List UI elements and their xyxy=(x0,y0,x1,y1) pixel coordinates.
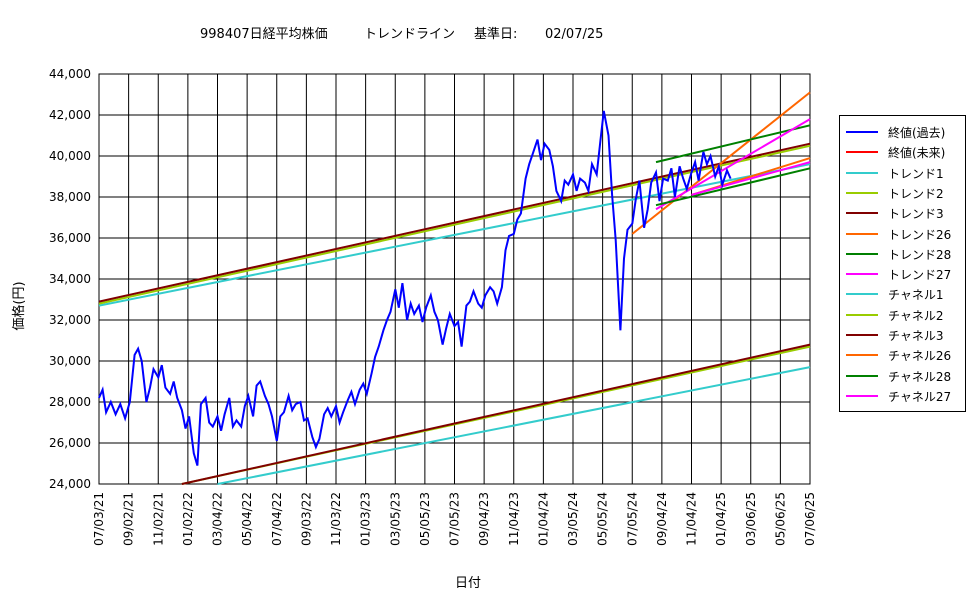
x-tick-label: 11/04/24 xyxy=(685,492,699,546)
y-tick-label: 24,000 xyxy=(49,477,91,491)
y-tick-label: 40,000 xyxy=(49,149,91,163)
series-line xyxy=(655,118,811,211)
x-tick-label: 09/04/23 xyxy=(477,492,491,546)
x-tick-label: 03/05/23 xyxy=(388,492,402,546)
legend-swatch xyxy=(846,334,878,336)
legend-item: トレンド2 xyxy=(846,185,964,203)
series-line xyxy=(631,91,811,235)
series-line xyxy=(181,343,811,485)
legend-swatch xyxy=(846,313,878,316)
legend-item: トレンド3 xyxy=(846,205,964,223)
series-line xyxy=(691,161,811,196)
legend-swatch xyxy=(846,354,878,357)
y-tick-label: 38,000 xyxy=(49,190,91,204)
legend-label: チャネル2 xyxy=(888,308,944,323)
legend-label: チャネル3 xyxy=(888,329,944,343)
legend-swatch xyxy=(846,374,878,377)
x-tick-label: 07/05/24 xyxy=(625,492,639,546)
x-tick-label: 09/02/21 xyxy=(122,492,136,546)
legend: 終値(過去) 終値(未来) トレンド1 トレンド2 トレンド3 トレンド26 トレンド28 ト… xyxy=(839,115,966,412)
legend-item: チャネル27 xyxy=(846,388,964,406)
legend-swatch xyxy=(846,191,878,194)
legend-item: トレンド28 xyxy=(846,246,964,264)
legend-item: チャネル1 xyxy=(846,286,964,304)
y-tick-label: 28,000 xyxy=(49,395,91,409)
legend-item: トレンド1 xyxy=(846,165,964,183)
series-line xyxy=(655,124,811,164)
x-tick-label: 05/05/24 xyxy=(596,492,610,546)
x-tick-label: 01/04/25 xyxy=(714,492,728,546)
x-tick-label: 01/03/23 xyxy=(359,492,373,546)
x-tick-label: 07/06/25 xyxy=(803,492,817,546)
legend-item: チャネル2 xyxy=(846,307,964,325)
legend-label: 終値(過去) xyxy=(888,126,946,140)
y-tick-label: 44,000 xyxy=(49,67,91,81)
legend-label: トレンド1 xyxy=(888,166,944,181)
legend-label: チャネル28 xyxy=(888,369,952,384)
legend-swatch xyxy=(846,252,878,255)
chart-title: 998407日経平均株価 xyxy=(200,27,328,42)
legend-label: トレンド27 xyxy=(888,268,952,283)
x-tick-label: 09/03/22 xyxy=(299,492,313,546)
legend-item: トレンド26 xyxy=(846,226,964,244)
legend-swatch xyxy=(846,131,878,133)
y-tick-label: 34,000 xyxy=(49,272,91,286)
x-tick-label: 05/04/22 xyxy=(240,492,254,546)
legend-swatch xyxy=(846,212,878,215)
y-tick-label: 42,000 xyxy=(49,108,91,122)
legend-item: チャネル26 xyxy=(846,347,964,365)
series-line xyxy=(217,366,811,485)
x-tick-label: 09/04/24 xyxy=(655,492,669,546)
series-line xyxy=(655,167,811,207)
x-tick-label: 01/02/22 xyxy=(181,492,195,546)
basis-date: 02/07/25 xyxy=(545,27,603,42)
x-tick-label: 03/06/25 xyxy=(744,492,758,546)
y-tick-label: 32,000 xyxy=(49,313,91,327)
basis-label: 基準日: xyxy=(474,26,517,42)
legend-swatch xyxy=(846,293,878,296)
legend-label: チャネル1 xyxy=(888,288,944,303)
legend-item: チャネル28 xyxy=(846,368,964,386)
x-tick-label: 11/03/22 xyxy=(329,492,343,546)
legend-label: トレンド2 xyxy=(888,186,944,201)
legend-label: 終値(未来) xyxy=(888,146,946,161)
y-tick-label: 36,000 xyxy=(49,231,91,245)
legend-item: チャネル3 xyxy=(846,327,964,345)
x-tick-label: 01/04/24 xyxy=(536,492,550,546)
legend-swatch xyxy=(846,171,878,174)
x-tick-label: 07/05/23 xyxy=(448,492,462,546)
legend-swatch xyxy=(846,394,878,397)
legend-swatch xyxy=(846,151,878,154)
x-tick-label: 03/04/22 xyxy=(211,492,225,546)
x-tick-label: 11/02/21 xyxy=(151,492,165,546)
chart-subtitle: トレンドライン xyxy=(364,27,455,42)
y-tick-label: 30,000 xyxy=(49,354,91,368)
x-tick-label: 11/04/23 xyxy=(507,492,521,546)
legend-label: トレンド26 xyxy=(888,227,952,242)
x-tick-label: 07/04/22 xyxy=(270,492,284,546)
tick-labels: 24,000 26,000 28,000 30,000 32,000 34,000 36,0… xyxy=(49,67,817,546)
legend-swatch xyxy=(846,232,878,235)
legend-item: トレンド27 xyxy=(846,266,964,284)
y-axis-label: 価格(円) xyxy=(11,281,27,330)
legend-label: チャネル27 xyxy=(888,389,952,404)
legend-swatch xyxy=(846,273,878,276)
legend-item: 終値(未来) xyxy=(846,144,964,162)
price-line xyxy=(98,110,732,466)
x-tick-label: 03/05/24 xyxy=(566,492,580,546)
legend-item: 終値(過去) xyxy=(846,124,964,142)
legend-label: トレンド28 xyxy=(888,247,952,262)
y-tick-label: 26,000 xyxy=(49,436,91,450)
legend-label: チャネル26 xyxy=(888,349,952,364)
series-lines xyxy=(98,91,811,485)
x-axis-label: 日付 xyxy=(455,576,481,591)
x-tick-label: 05/05/23 xyxy=(418,492,432,546)
legend-label: トレンド3 xyxy=(888,207,944,222)
x-tick-label: 07/03/21 xyxy=(92,492,106,546)
x-tick-label: 05/06/25 xyxy=(773,492,787,546)
